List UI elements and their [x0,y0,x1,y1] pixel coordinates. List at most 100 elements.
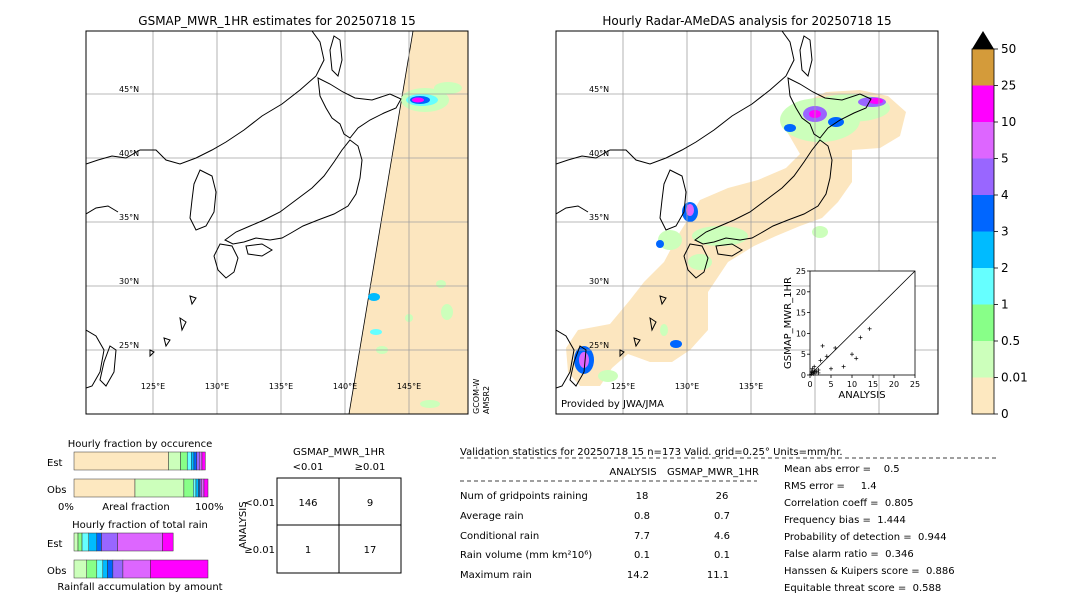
colorbar-segment [972,341,994,378]
contingency-cell-00: 146 [298,498,317,509]
stacked-bar-segment [96,532,102,552]
scatter-xtick-label: 0 [807,380,812,389]
colorbar-segment [972,85,994,122]
stats-header: Validation statistics for 20250718 15 n=… [460,447,843,458]
colorbar-segment [972,195,994,232]
occurrence-xtick-right: 100% [195,502,224,513]
left-lon-labels: 125°E 130°E 135°E 140°E 145°E [141,382,421,391]
stacked-bar-segment [180,451,188,471]
stacked-bar-segment [81,532,89,552]
stacked-bar-segment [201,478,205,498]
score-8: Equitable threat score = 0.588 [784,583,941,594]
scatter-point [812,364,817,369]
scatter-point [816,370,821,375]
occurrence-title: Hourly fraction by occurence [68,439,212,450]
scatter-xlabel: ANALYSIS [838,390,885,401]
scatter-xtick-label: 5 [828,380,833,389]
svg-text:135°E: 135°E [739,382,763,391]
right-map-title: Hourly Radar-AMeDAS analysis for 2025071… [602,14,891,28]
stats-row-a-1: 18 [636,491,649,502]
stacked-bar-segment [150,559,209,579]
svg-text:125°E: 125°E [611,382,635,391]
contingency-cell-01: 9 [367,498,373,509]
stats-row-b-5: 11.1 [707,570,729,581]
colorbar-tick-label: 0 [1001,407,1009,421]
scatter-xtick-label: 20 [889,380,899,389]
svg-text:45°N: 45°N [589,85,609,94]
colorbar-tick-label: 2 [1001,261,1009,275]
contingency-row-axis: ANALYSIS [238,501,249,548]
stats-row-b-4: 0.1 [714,550,730,561]
score-2: RMS error = 1.4 [784,481,877,492]
colorbar-tick-label: 4 [1001,188,1009,202]
svg-text:130°E: 130°E [205,382,229,391]
stacked-bar-segment [73,451,169,471]
score-4: Frequency bias = 1.444 [784,515,906,526]
total-rain-title: Hourly fraction of total rain [72,520,208,531]
colorbar-tick-label: 10 [1001,115,1016,129]
svg-text:140°E: 140°E [333,382,357,391]
scatter-point [858,335,863,340]
left-swath-coverage [349,31,468,414]
scatter-point [824,354,829,359]
stacked-bar-segment [183,478,194,498]
svg-text:135°E: 135°E [269,382,293,391]
colorbar-tick-label: 1 [1001,298,1009,312]
svg-text:145°E: 145°E [397,382,421,391]
scatter-ylabel: GSMAP_MWR_1HR [783,277,794,369]
stacked-bar-segment [96,559,104,579]
colorbar-segment [972,377,994,414]
stats-col1: ANALYSIS [609,467,656,478]
left-map-title: GSMAP_MWR_1HR estimates for 20250718 15 [138,14,415,28]
contingency-row-label-1: <0.01 [244,498,275,509]
total-rain-chart: Hourly fraction of total rain Est Obs Ra… [47,520,223,593]
scatter-point [810,366,815,371]
stacked-bar-segment [193,451,197,471]
svg-text:30°N: 30°N [589,277,609,286]
contingency-cell-11: 17 [364,545,377,556]
colorbar-tick-label: 5 [1001,152,1009,166]
scatter-point [812,368,817,373]
stacked-bar-segment [195,478,199,498]
colorbar-segment [972,304,994,341]
svg-text:125°E: 125°E [141,382,165,391]
occurrence-xlabel: Areal fraction [102,502,169,513]
stats-row-label-5: Maximum rain [460,570,532,581]
stats-row-label-2: Average rain [460,511,524,522]
stacked-bar-segment [122,559,151,579]
scatter-point [854,356,859,361]
scatter-ytick-label: 10 [796,329,806,338]
occurrence-label-est: Est [47,458,63,469]
svg-text:35°N: 35°N [119,213,139,222]
stats-row-a-3: 7.7 [634,531,650,542]
stacked-bar-segment [86,559,98,579]
colorbar-segment [972,231,994,268]
stats-row-a-5: 14.2 [627,570,649,581]
score-7: Hanssen & Kuipers score = 0.886 [784,566,955,577]
occurrence-label-obs: Obs [47,485,66,496]
scatter-xtick-label: 15 [868,380,878,389]
right-rain-patches [574,94,890,382]
stats-col2: GSMAP_MWR_1HR [667,467,759,478]
stacked-bar-segment [186,451,192,471]
colorbar-segment [972,49,994,86]
contingency-cell-10: 1 [305,545,311,556]
svg-text:25°N: 25°N [589,341,609,350]
colorbar-extend-arrow [972,31,994,49]
stacked-bar-segment [102,559,108,579]
inset-scatter: 0 5 10 15 20 25 0 5 10 15 20 25 ANALYSIS GSMAP_MWR… [783,267,920,401]
stacked-bar-segment [73,478,136,498]
svg-text:40°N: 40°N [589,149,609,158]
colorbar-tick-label: 0.5 [1001,334,1020,348]
scatter-xticks: 0 5 10 15 20 25 [807,375,920,389]
scatter-points [809,326,872,377]
stacked-bar-segment [203,478,209,498]
svg-text:130°E: 130°E [675,382,699,391]
scatter-point [833,345,838,350]
score-6: False alarm ratio = 0.346 [784,549,914,560]
stacked-bar-segment [201,451,206,471]
scatter-point [814,369,819,374]
total-rain-xlabel: Rainfall accumulation by amount [57,582,222,593]
stacked-bar-segment [199,451,203,471]
